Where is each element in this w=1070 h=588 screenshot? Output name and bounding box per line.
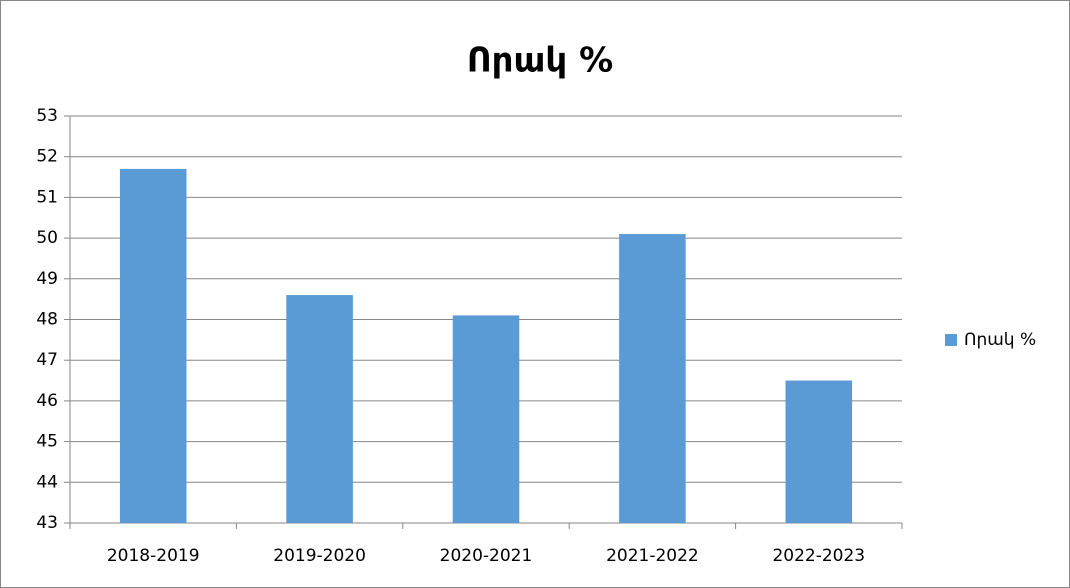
x-tick-label: 2021-2022	[606, 546, 699, 566]
bar	[286, 295, 353, 523]
legend-label: Որակ %	[964, 330, 1036, 350]
legend-swatch	[945, 334, 957, 346]
y-tick-label: 47	[36, 350, 58, 370]
y-tick-label: 46	[36, 391, 58, 411]
x-tick-label: 2020-2021	[440, 546, 533, 566]
y-tick-label: 52	[36, 147, 58, 167]
y-tick-label: 50	[36, 228, 58, 248]
bar	[785, 380, 853, 523]
bar	[119, 168, 187, 523]
y-tick-label: 49	[36, 269, 58, 289]
y-tick-label: 43	[36, 513, 58, 533]
x-tick-label: 2022-2023	[772, 546, 865, 566]
y-tick-label: 51	[36, 187, 58, 207]
bar	[452, 315, 520, 523]
y-tick-label: 48	[36, 310, 58, 330]
y-tick-label: 53	[36, 106, 58, 126]
y-tick-label: 45	[36, 432, 58, 452]
chart-title: Որակ %	[467, 41, 613, 81]
x-tick-label: 2019-2020	[273, 546, 366, 566]
y-tick-label: 44	[36, 472, 58, 492]
bar	[619, 234, 686, 523]
x-tick-label: 2018-2019	[107, 546, 200, 566]
